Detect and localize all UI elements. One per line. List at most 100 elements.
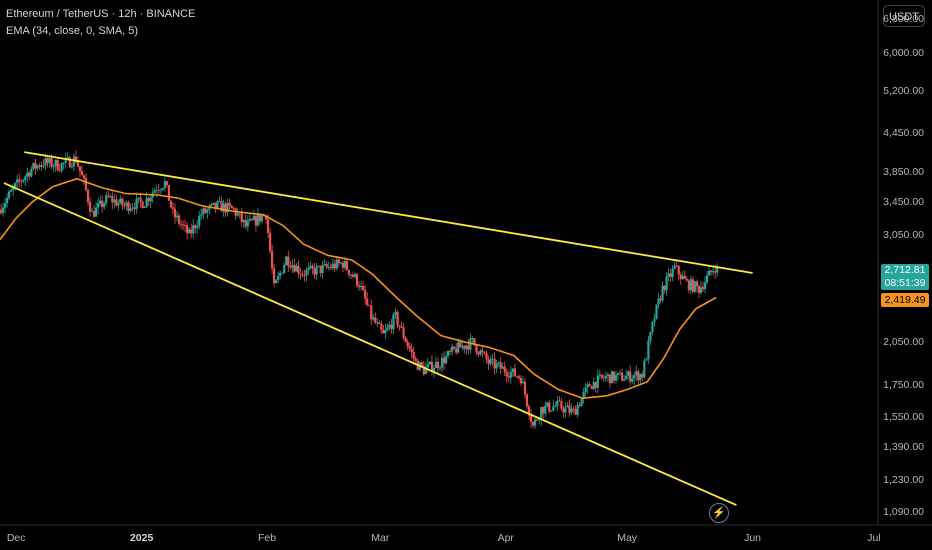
candle-body [588, 384, 591, 387]
candle-body [351, 274, 355, 277]
candle-body [675, 265, 678, 267]
candle-body [119, 198, 122, 203]
candle-body [649, 332, 652, 341]
candle-body [481, 350, 484, 353]
candle-body [161, 188, 164, 190]
candle-body [169, 200, 173, 208]
candle-body [527, 406, 531, 416]
candle-body [645, 359, 648, 361]
candle-body [347, 269, 351, 275]
time-tick-label: May [617, 532, 638, 544]
candle-body [242, 220, 245, 223]
candle-body [620, 372, 624, 381]
candle-body [631, 378, 634, 382]
candle-body [515, 376, 518, 377]
candle-body [495, 363, 498, 369]
candle-body [218, 200, 221, 202]
candle-body [78, 166, 82, 172]
candle-body [453, 346, 456, 349]
candle-body [570, 408, 573, 413]
upper-trendline[interactable] [24, 151, 753, 274]
candle-body [270, 251, 274, 269]
time-tick-label: Jul [867, 532, 881, 544]
candle-body [519, 377, 523, 384]
candle-body [661, 285, 664, 301]
candle-body [687, 280, 690, 291]
candle-body [297, 265, 300, 274]
candle-body [353, 274, 357, 277]
candle-body [548, 402, 551, 412]
candle-body [319, 265, 322, 273]
lower-trendline[interactable] [3, 182, 737, 506]
candle-body [635, 371, 638, 376]
last-price-tag: 2,712.81 08:51:39 [881, 264, 929, 290]
candle-body [220, 200, 223, 212]
candle-body [329, 266, 332, 269]
candle-body [501, 366, 504, 369]
candle-body [388, 324, 391, 328]
candle-body [525, 394, 529, 407]
candle-body [681, 275, 684, 280]
candle-body [305, 270, 308, 276]
candle-body [88, 201, 92, 212]
candle-body [42, 165, 45, 167]
candle-body [50, 158, 53, 167]
candle-body [677, 265, 680, 275]
ema-study-label[interactable]: EMA (34, close, 0, SMA, 5) [6, 25, 139, 37]
candle-body [509, 372, 512, 378]
candle-body [256, 214, 260, 226]
candle-body [103, 203, 106, 208]
candle-body [386, 327, 389, 331]
candle-body [190, 229, 193, 234]
price-tick-label: 1,750.00 [883, 378, 924, 391]
candle-body [673, 265, 676, 269]
candle-body [623, 379, 626, 381]
candle-body [451, 346, 454, 352]
candle-body [28, 172, 31, 177]
candle-body [287, 256, 290, 267]
candle-body [337, 259, 340, 264]
candle-body [268, 232, 272, 252]
candle-body [489, 359, 492, 364]
candle-body [396, 311, 399, 326]
candle-body [465, 345, 468, 350]
candle-body [216, 201, 219, 209]
candle-body [299, 273, 302, 275]
candle-body [592, 381, 595, 389]
candle-body [667, 273, 670, 277]
candle-body [459, 342, 462, 348]
last-price-value: 2,712.81 [884, 264, 926, 276]
candle-body [410, 348, 413, 353]
currency-button[interactable]: USDT [883, 5, 925, 27]
bar-countdown: 08:51:39 [884, 277, 926, 289]
candle-body [1, 207, 5, 214]
candle-body [457, 342, 460, 353]
candle-body [179, 223, 183, 225]
candle-body [289, 266, 292, 268]
candle-body [384, 330, 387, 334]
candle-body [558, 400, 561, 402]
candle-body [428, 361, 431, 365]
price-tick-label: 1,090.00 [883, 506, 924, 519]
candle-body [258, 214, 262, 222]
candle-body [56, 160, 59, 171]
candle-body [600, 374, 603, 378]
symbol-title[interactable]: Ethereum / TetherUS · 12h · BINANCE [6, 8, 196, 20]
candle-body [394, 311, 397, 315]
candle-body [228, 202, 231, 206]
candle-body [629, 371, 632, 382]
candle-body [643, 360, 646, 378]
candle-body [24, 176, 27, 180]
candle-body [127, 202, 130, 211]
candle-body [370, 305, 373, 320]
candle-body [436, 361, 440, 369]
candle-body [275, 279, 278, 284]
lightning-icon[interactable]: ⚡ [709, 503, 729, 523]
ema-line[interactable] [0, 177, 717, 400]
candle-body [598, 374, 601, 376]
candle-body [277, 275, 280, 280]
candle-body [641, 374, 644, 378]
candle-body [402, 327, 405, 338]
candle-body [497, 362, 500, 364]
